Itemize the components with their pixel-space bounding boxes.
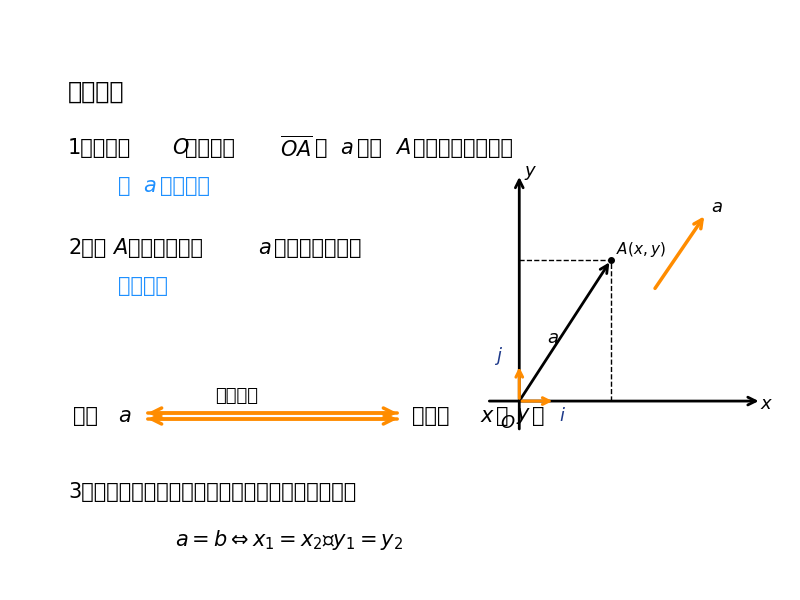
Text: 坐标（: 坐标（ <box>412 406 450 426</box>
Text: $a$: $a$ <box>143 176 157 196</box>
Text: 为起点作: 为起点作 <box>185 138 235 158</box>
Text: $A$: $A$ <box>112 238 128 258</box>
Text: 2．点: 2．点 <box>68 238 106 258</box>
Text: $A(x, y)$: $A(x, y)$ <box>616 240 666 259</box>
Text: 的坐标的关系？: 的坐标的关系？ <box>274 238 362 258</box>
Text: 3．两个向量相等的充要条件，利用坐标如何表示？: 3．两个向量相等的充要条件，利用坐标如何表示？ <box>68 482 356 502</box>
Text: 概念理解: 概念理解 <box>68 80 125 104</box>
Text: 两者相同: 两者相同 <box>118 276 168 296</box>
Text: $a$: $a$ <box>340 138 354 158</box>
Text: 向量: 向量 <box>73 406 98 426</box>
Text: $j$: $j$ <box>494 345 503 367</box>
Text: $a$: $a$ <box>258 238 271 258</box>
Text: $A$: $A$ <box>395 138 411 158</box>
Text: 由: 由 <box>118 176 130 196</box>
Text: $a$: $a$ <box>118 406 131 426</box>
Text: O: O <box>172 138 188 158</box>
Text: ，: ， <box>496 406 509 426</box>
Text: $O$: $O$ <box>500 413 515 431</box>
Text: 1．以原点: 1．以原点 <box>68 138 131 158</box>
Text: $a$: $a$ <box>711 198 723 216</box>
Text: ＝: ＝ <box>315 138 327 158</box>
Text: 唯一确定: 唯一确定 <box>160 176 210 196</box>
Text: $x$: $x$ <box>480 406 495 426</box>
Text: 的位置由谁确定？: 的位置由谁确定？ <box>413 138 513 158</box>
Text: $x$: $x$ <box>760 395 774 413</box>
Text: $y$: $y$ <box>516 406 531 426</box>
Text: 的坐标与向量: 的坐标与向量 <box>128 238 203 258</box>
Text: $a$: $a$ <box>546 329 558 347</box>
Text: $\overline{OA}$: $\overline{OA}$ <box>280 135 313 161</box>
Text: $a = b \Leftrightarrow x_1 = x_2$且$y_1 = y_2$: $a = b \Leftrightarrow x_1 = x_2$且$y_1 =… <box>175 528 403 552</box>
Text: 一一对应: 一一对应 <box>215 387 258 405</box>
Text: $y$: $y$ <box>524 164 538 182</box>
Text: $i$: $i$ <box>558 407 566 425</box>
Text: ）: ） <box>532 406 545 426</box>
Text: ，点: ，点 <box>357 138 382 158</box>
